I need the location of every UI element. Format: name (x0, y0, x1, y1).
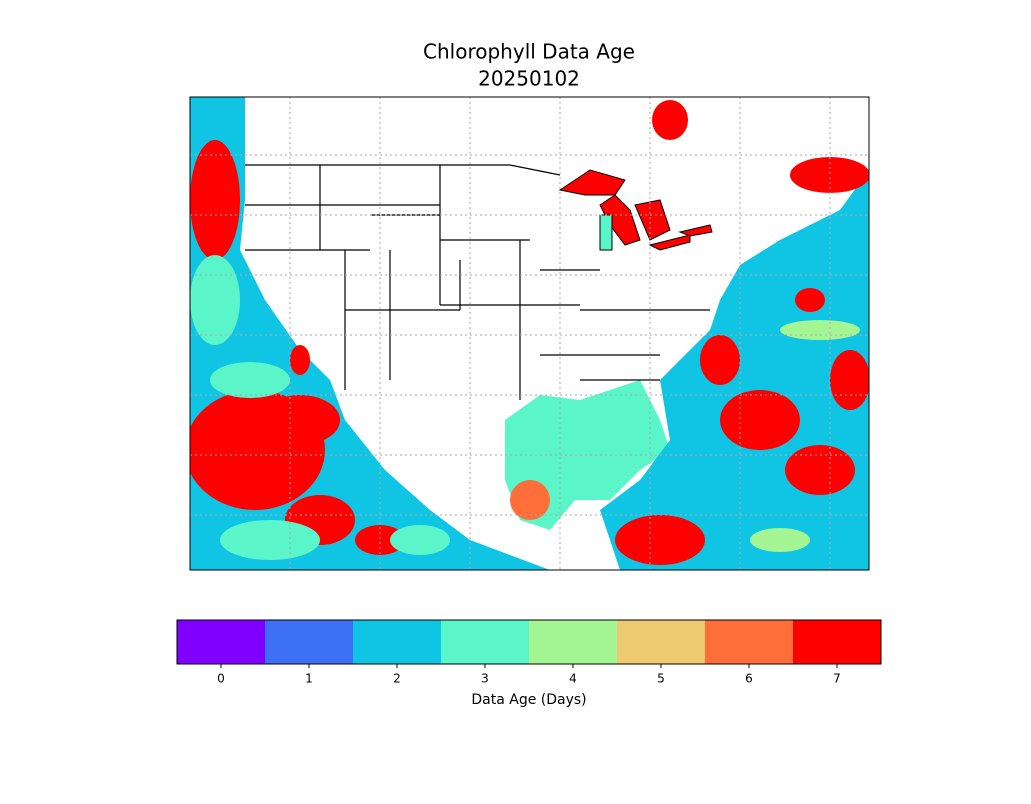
colorbar-tick-label: 0 (217, 672, 225, 686)
colorbar-label: Data Age (Days) (471, 692, 586, 708)
colorbar-tick-label: 6 (745, 672, 753, 686)
subtitle: 20250102 (478, 67, 580, 91)
colorbar-segment (353, 620, 442, 664)
colorbar-tick-label: 1 (305, 672, 313, 686)
colorbar-segment (441, 620, 530, 664)
colorbar-tick-label: 5 (657, 672, 665, 686)
colorbar-tick-label: 2 (393, 672, 401, 686)
map-frame (189, 96, 870, 571)
title: Chlorophyll Data Age (423, 40, 635, 64)
colorbar-frame (176, 619, 882, 665)
great-lakes (558, 169, 713, 251)
pacific-patches-3 (190, 255, 450, 560)
colorbar-segment (529, 620, 618, 664)
colorbar: 0 1 2 3 4 5 6 7 (176, 619, 882, 686)
colorbar-tick-label: 7 (833, 672, 841, 686)
colorbar-tick-label: 4 (569, 672, 577, 686)
colorbar-segment (617, 620, 706, 664)
colorbar-segment (265, 620, 354, 664)
pacific-patches (190, 140, 405, 555)
colorbar-segment (705, 620, 794, 664)
map (189, 96, 870, 571)
colorbar-tick-label: 3 (481, 672, 489, 686)
colorbar-segment (177, 620, 266, 664)
colorbar-segment (793, 620, 882, 664)
graticule (190, 97, 869, 570)
atlantic-patches (615, 100, 869, 565)
